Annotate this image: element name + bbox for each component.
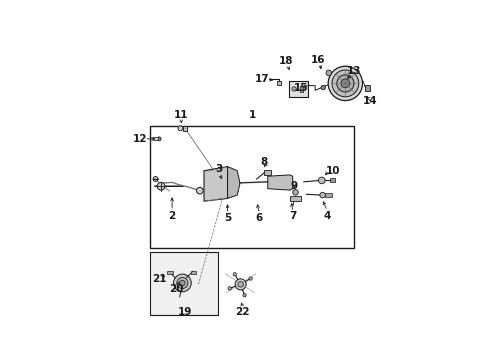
Circle shape	[243, 294, 246, 297]
Bar	[153, 137, 158, 140]
Polygon shape	[268, 175, 293, 190]
Circle shape	[318, 177, 325, 184]
Text: 10: 10	[326, 166, 340, 176]
Circle shape	[238, 282, 244, 287]
Bar	[150, 252, 218, 315]
Text: 22: 22	[236, 307, 250, 317]
Text: 6: 6	[256, 213, 263, 223]
Text: 2: 2	[169, 211, 176, 221]
Circle shape	[228, 287, 231, 290]
Bar	[290, 81, 308, 97]
Bar	[183, 126, 187, 131]
Bar	[300, 86, 303, 92]
Text: 19: 19	[177, 307, 192, 317]
Circle shape	[235, 279, 246, 290]
Text: 21: 21	[152, 274, 167, 284]
Bar	[277, 81, 280, 85]
Bar	[325, 193, 332, 197]
Circle shape	[153, 176, 158, 181]
Text: 16: 16	[310, 55, 325, 65]
Circle shape	[157, 137, 161, 141]
Text: 11: 11	[174, 110, 189, 120]
Circle shape	[173, 274, 191, 292]
Text: 5: 5	[224, 213, 231, 223]
Circle shape	[326, 70, 332, 76]
Text: 12: 12	[133, 134, 147, 144]
Text: 20: 20	[169, 284, 184, 293]
Text: 7: 7	[289, 211, 296, 221]
Bar	[290, 196, 301, 201]
Polygon shape	[204, 167, 227, 201]
Circle shape	[249, 277, 252, 280]
Text: 18: 18	[278, 56, 293, 66]
Circle shape	[332, 70, 359, 97]
Circle shape	[337, 75, 354, 92]
Circle shape	[180, 280, 185, 286]
Bar	[330, 179, 335, 183]
Text: 4: 4	[324, 211, 331, 221]
Text: 1: 1	[249, 110, 256, 120]
Circle shape	[321, 85, 325, 90]
Text: 17: 17	[255, 74, 270, 84]
Bar	[366, 85, 370, 91]
Bar	[167, 271, 172, 274]
Circle shape	[320, 192, 325, 198]
Text: 14: 14	[363, 96, 378, 107]
Polygon shape	[227, 167, 240, 198]
Text: 15: 15	[294, 82, 308, 93]
Text: 3: 3	[216, 164, 223, 174]
Text: 13: 13	[346, 66, 361, 76]
Circle shape	[293, 190, 298, 195]
Circle shape	[233, 273, 237, 276]
Bar	[150, 126, 354, 248]
Circle shape	[341, 79, 350, 88]
Bar	[265, 170, 270, 175]
Circle shape	[178, 126, 183, 131]
Bar	[191, 271, 196, 274]
Circle shape	[328, 66, 363, 100]
Circle shape	[292, 87, 296, 91]
Circle shape	[196, 187, 203, 194]
Circle shape	[157, 183, 165, 190]
Text: 9: 9	[291, 181, 297, 191]
Text: 8: 8	[260, 157, 267, 167]
Circle shape	[177, 278, 188, 288]
